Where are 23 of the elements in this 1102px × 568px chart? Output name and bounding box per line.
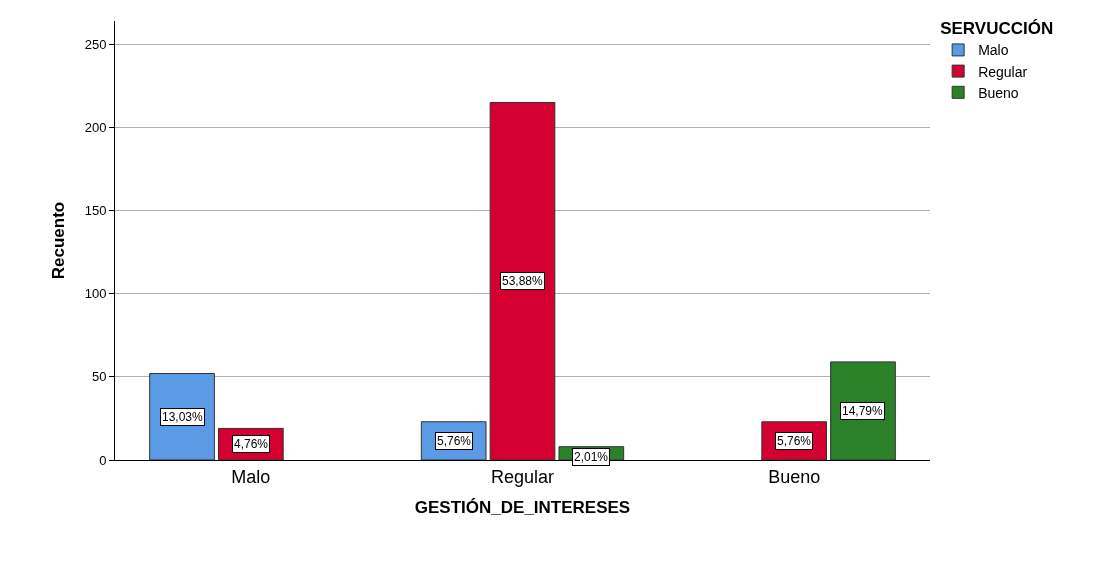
legend-title: SERVUCCIÓN <box>940 19 1054 39</box>
x-tick-label: Regular <box>490 466 555 487</box>
y-axis-title: Recuento <box>49 201 69 280</box>
y-tick-label: 250 <box>84 36 107 52</box>
y-tick-label: 50 <box>91 369 107 385</box>
annotation: 13,03% <box>162 410 204 424</box>
annotation: 2,01% <box>574 450 609 464</box>
y-tick-label: 100 <box>84 286 107 302</box>
x-axis-title: GESTIÓN_DE_INTERESES <box>414 498 631 517</box>
annotation: 5,76% <box>437 434 472 448</box>
annotation: 4,76% <box>234 437 269 451</box>
y-tick-label: 0 <box>99 452 107 468</box>
annotation: 14,79% <box>842 404 884 418</box>
annotation: 53,88% <box>502 274 544 288</box>
legend-label: Bueno <box>978 84 1019 101</box>
x-tick-label: Malo <box>231 466 271 487</box>
x-tick-label: Bueno <box>768 466 821 487</box>
bar <box>489 101 556 460</box>
y-tick-label: 200 <box>84 119 107 135</box>
legend-label: Malo <box>978 42 1009 59</box>
annotation: 5,76% <box>777 434 812 448</box>
legend-label: Regular <box>978 63 1028 80</box>
y-tick-label: 150 <box>84 203 107 219</box>
